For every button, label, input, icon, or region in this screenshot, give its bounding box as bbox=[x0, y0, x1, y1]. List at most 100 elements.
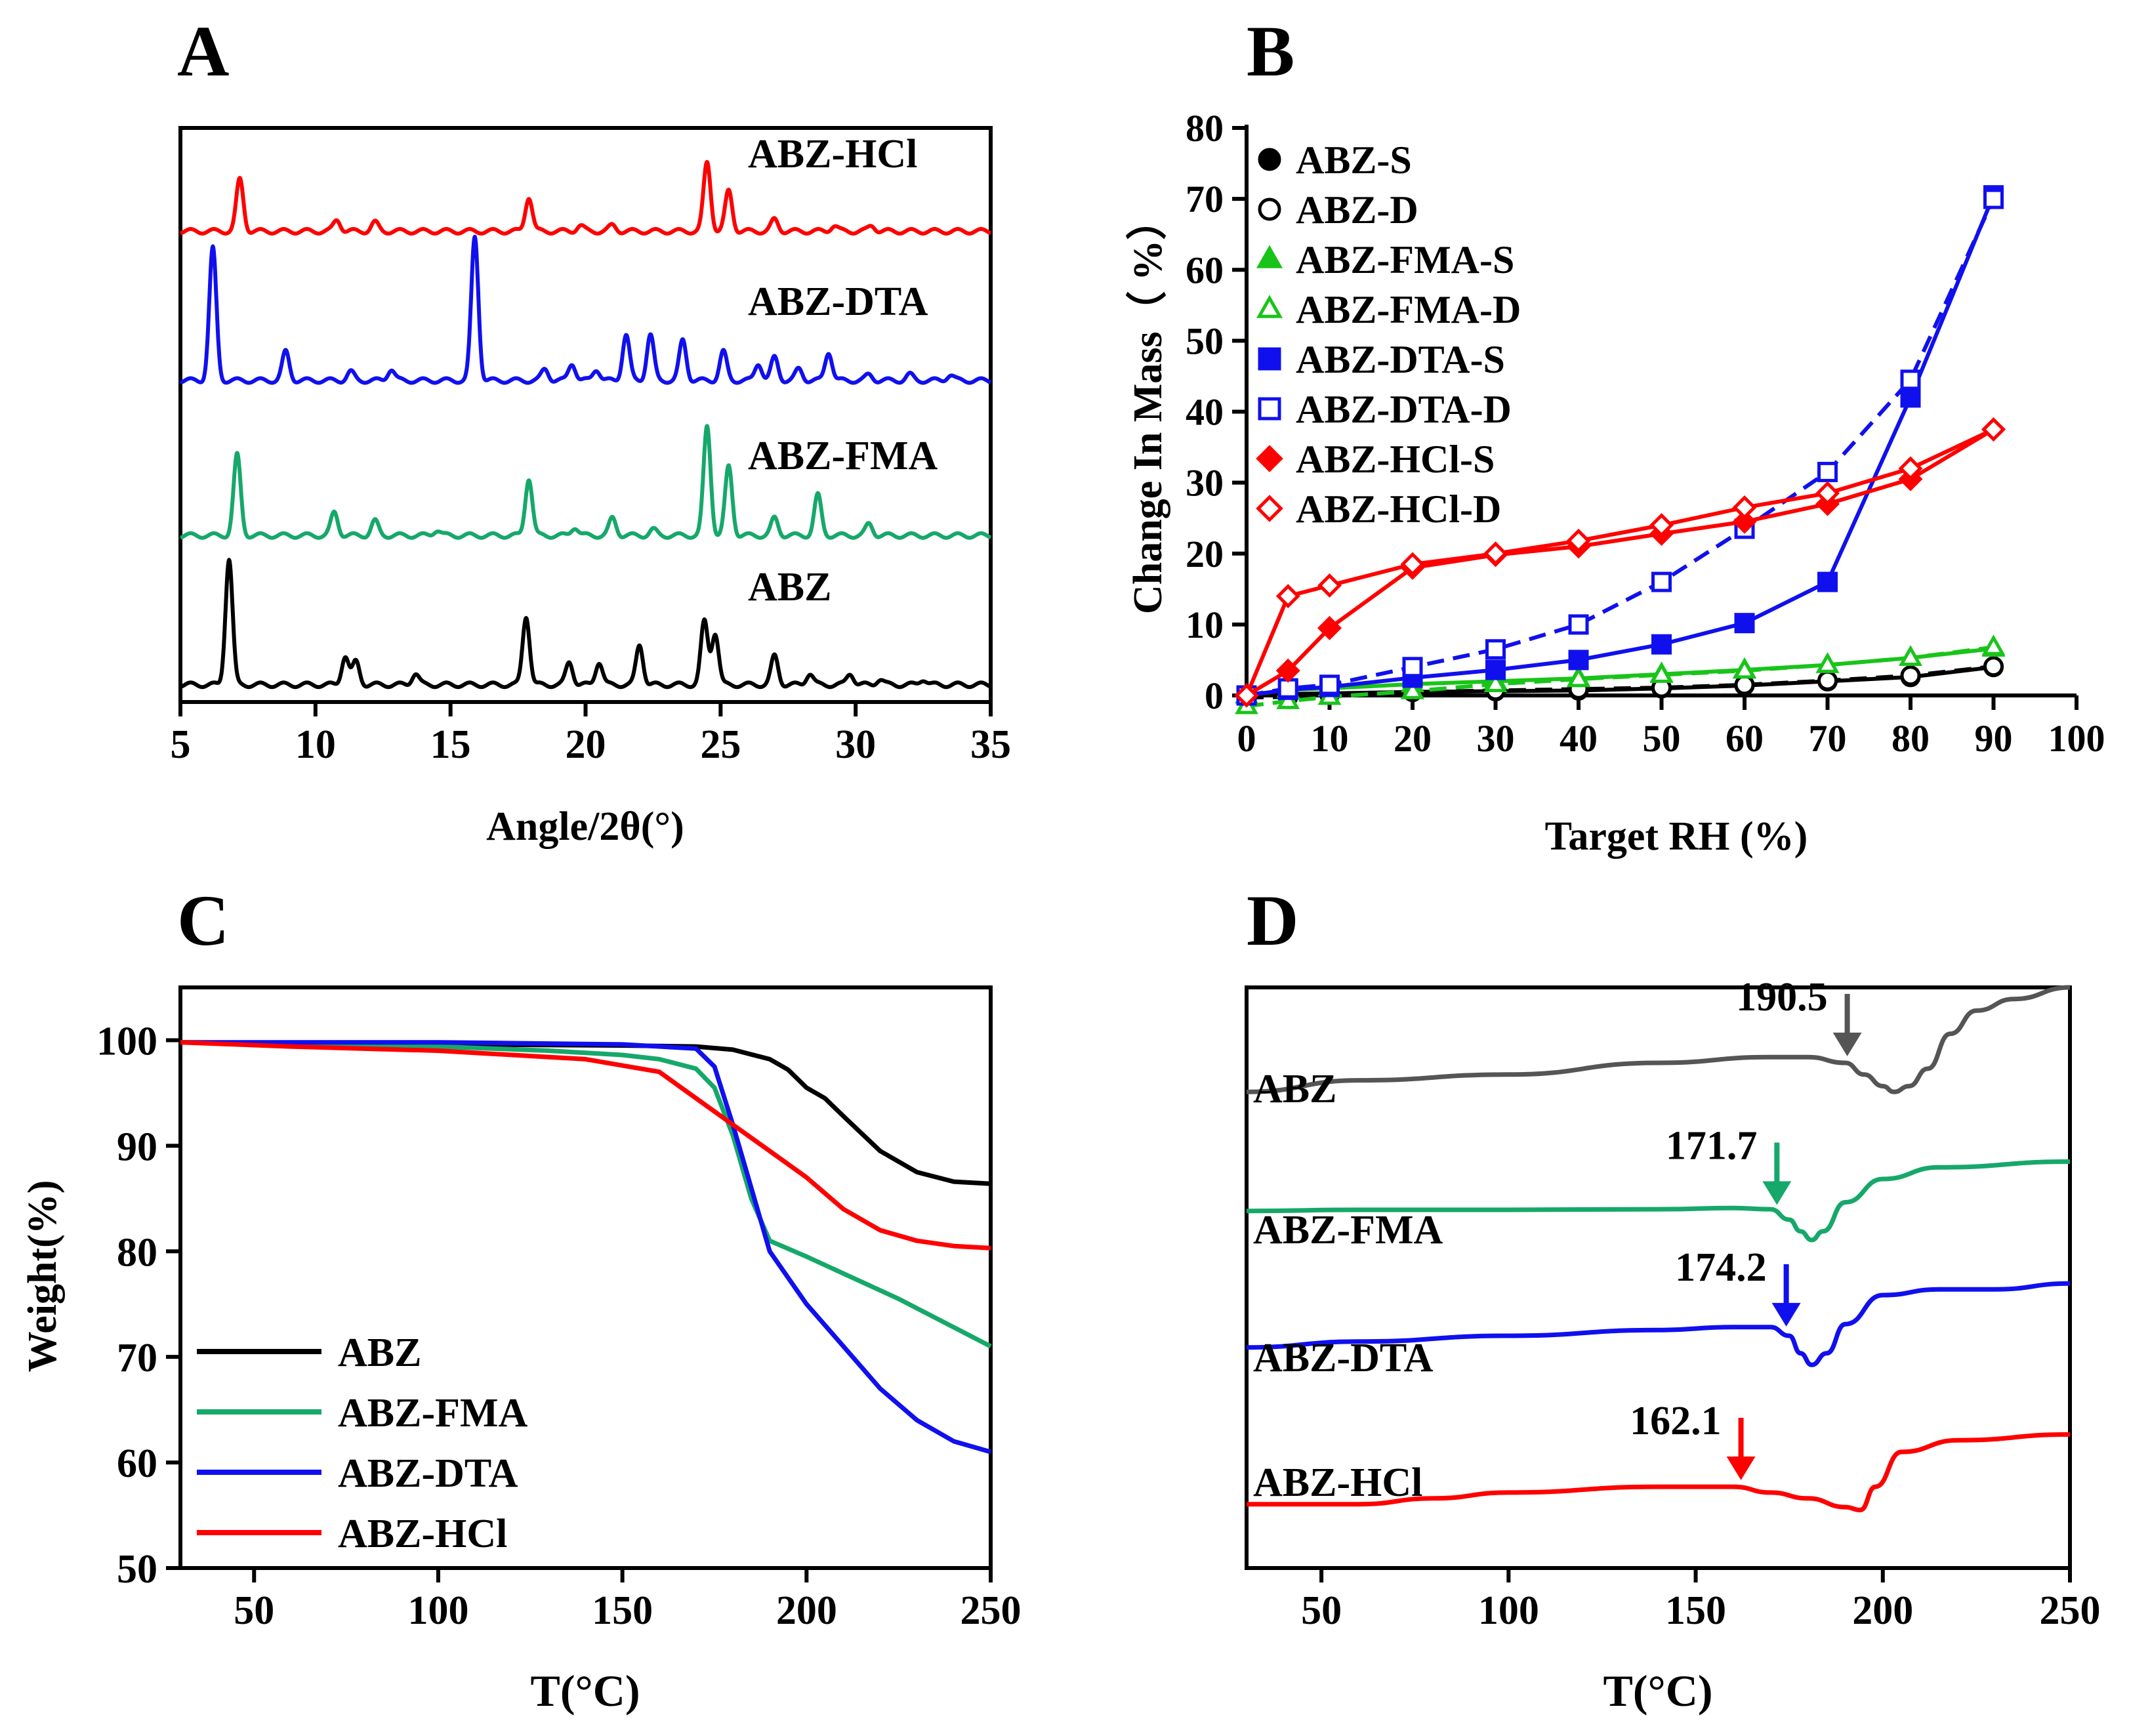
panel-d-label-hcl: ABZ-HCl bbox=[1253, 1460, 1422, 1505]
dvs-point-abz-dta-s bbox=[1734, 613, 1755, 634]
x-tick-label: 80 bbox=[1891, 717, 1930, 760]
legend-label-abz-fma: ABZ-FMA bbox=[338, 1391, 528, 1436]
legend-marker-abz-fma-d bbox=[1256, 295, 1283, 318]
dvs-point-abz-dta-d bbox=[1402, 657, 1423, 678]
legend-label-abz-dta-d: ABZ-DTA-D bbox=[1296, 388, 1512, 431]
dvs-point-abz-d bbox=[1734, 674, 1755, 695]
x-tick-label: 50 bbox=[1301, 1588, 1342, 1633]
y-tick-label: 60 bbox=[1186, 249, 1224, 291]
dsc-curve-abz-dta bbox=[1246, 1281, 2071, 1367]
tga-curve-abz-hcl bbox=[180, 1040, 991, 1250]
y-tick-label: 50 bbox=[117, 1547, 157, 1592]
dvs-point-abz-hcl-d bbox=[1317, 573, 1342, 598]
xrd-curve-abz-hcl bbox=[178, 159, 993, 236]
x-tick-label: 100 bbox=[1478, 1588, 1539, 1633]
dvs-point-abz-dta-d bbox=[1651, 571, 1672, 592]
legend-label-abz-hcl: ABZ-HCl bbox=[338, 1512, 507, 1556]
panel-d-x-axis-label: T(°C) bbox=[1603, 1666, 1713, 1716]
panel-c-x-axis-label: T(°C) bbox=[531, 1666, 640, 1716]
dvs-point-abz-fma-d bbox=[1483, 671, 1508, 692]
legend-marker-abz-dta-s bbox=[1258, 347, 1281, 371]
panel-letter-d: D bbox=[1247, 880, 1298, 961]
onset-arrow-head-abz-fma bbox=[1762, 1181, 1792, 1205]
dvs-line-abz-s bbox=[1246, 665, 1994, 697]
x-tick-label: 25 bbox=[700, 722, 741, 767]
x-tick-label: 200 bbox=[1852, 1588, 1913, 1633]
panel-a-label-abz: ABZ bbox=[748, 565, 831, 610]
panel-b-axes: 0 10 20 30 40 50 60 70 80 90 100 0 10 20 30 40 50 60 70 80 bbox=[1186, 107, 2105, 760]
panel-d-annotations: 190.5 171.7 174.2 162.1 bbox=[1630, 975, 1862, 1480]
y-tick-label: 30 bbox=[1186, 462, 1224, 505]
panel-a-label-hcl: ABZ-HCl bbox=[748, 132, 917, 176]
y-tick-label: 20 bbox=[1186, 533, 1224, 575]
dvs-point-abz-hcl-d bbox=[1483, 541, 1508, 566]
dvs-point-abz-dta-d bbox=[1485, 639, 1506, 660]
dvs-point-abz-dta-s bbox=[1651, 634, 1672, 655]
tga-curve-abz-fma bbox=[180, 1040, 992, 1349]
panel-letter-a: A bbox=[177, 11, 229, 91]
panel-b-dvs: 0 10 20 30 40 50 60 70 80 90 10001020304050607080 … bbox=[1125, 107, 2105, 859]
y-tick-label: 100 bbox=[96, 1019, 157, 1064]
xrd-curve-abz-fma bbox=[178, 424, 993, 540]
onset-arrow-head-abz-hcl bbox=[1726, 1456, 1756, 1480]
dvs-point-abz-dta-d bbox=[1900, 369, 1921, 390]
dvs-point-abz-hcl-d bbox=[1981, 417, 2006, 442]
dvs-point-abz-d bbox=[1817, 670, 1838, 691]
y-tick-label: 0 bbox=[1205, 674, 1224, 717]
legend-label-abz-d: ABZ-D bbox=[1296, 188, 1418, 232]
dvs-point-abz-fma-d bbox=[1733, 657, 1756, 679]
dvs-line-abz-fma-d bbox=[1246, 645, 1994, 709]
panel-a-x-axis-label: Angle/2θ(°) bbox=[486, 804, 684, 849]
x-tick-label: 30 bbox=[835, 722, 876, 767]
panel-c-ticks: 50 100 150 200 250 50 60 70 80 90 100 bbox=[96, 1019, 1022, 1633]
y-tick-label: 70 bbox=[1186, 178, 1224, 220]
panel-c-series bbox=[180, 1040, 992, 1455]
panel-letter-b: B bbox=[1247, 11, 1294, 91]
dvs-point-abz-dta-s bbox=[1817, 571, 1838, 592]
x-tick-label: 200 bbox=[776, 1588, 837, 1633]
tga-curve-abz-dta bbox=[180, 1040, 991, 1455]
x-tick-label: 20 bbox=[1394, 717, 1432, 760]
dvs-point-abz-hcl-d bbox=[1732, 495, 1757, 520]
y-tick-label: 50 bbox=[1186, 320, 1224, 362]
x-tick-label: 5 bbox=[171, 722, 191, 767]
panel-d-frame bbox=[1245, 985, 2072, 1570]
x-tick-label: 250 bbox=[961, 1588, 1022, 1633]
dvs-point-abz-hcl-d bbox=[1815, 481, 1840, 506]
x-tick-label: 0 bbox=[1237, 717, 1256, 760]
panel-a-label-dta: ABZ-DTA bbox=[748, 279, 928, 324]
panel-d-label-fma: ABZ-FMA bbox=[1253, 1208, 1443, 1252]
legend-marker-abz-hcl-d bbox=[1256, 495, 1283, 522]
tga-curve-abz bbox=[180, 1040, 991, 1186]
x-tick-label: 20 bbox=[566, 722, 606, 767]
x-tick-label: 50 bbox=[234, 1588, 274, 1633]
dvs-line-abz-d bbox=[1246, 664, 1994, 700]
dvs-point-abz-fma-d bbox=[1649, 662, 1674, 683]
x-tick-label: 10 bbox=[1311, 717, 1349, 760]
xrd-curve-abz bbox=[178, 558, 993, 690]
dsc-curve-abz bbox=[1246, 985, 2071, 1094]
x-tick-label: 70 bbox=[1809, 717, 1847, 760]
dvs-point-abz-dta-d bbox=[1983, 188, 2004, 209]
panel-b-x-axis-label: Target RH (%) bbox=[1545, 814, 1808, 859]
xrd-curve-abz-dta bbox=[178, 234, 993, 385]
legend-label-abz-s: ABZ-S bbox=[1296, 138, 1412, 182]
legend-label-abz-dta-s: ABZ-DTA-S bbox=[1296, 338, 1505, 381]
dsc-curve-abz-hcl bbox=[1247, 1432, 2071, 1513]
dvs-point-abz-d bbox=[1983, 656, 2004, 677]
legend-label-abz: ABZ bbox=[338, 1331, 421, 1375]
legend-marker-abz-hcl-s bbox=[1256, 445, 1283, 472]
legend-label-abz-dta: ABZ-DTA bbox=[338, 1451, 518, 1496]
dvs-point-abz-fma-d bbox=[1899, 645, 1922, 666]
onset-arrow-head-abz bbox=[1832, 1032, 1862, 1056]
x-tick-label: 50 bbox=[1643, 717, 1681, 760]
legend-label-abz-hcl-d: ABZ-HCl-D bbox=[1296, 487, 1501, 531]
dsc-curve-abz-fma bbox=[1246, 1159, 2071, 1243]
panel-b-y-axis-label: Change In Mass（ %） bbox=[1125, 199, 1170, 614]
panel-a-label-fma: ABZ-FMA bbox=[748, 434, 938, 478]
x-tick-label: 10 bbox=[295, 722, 336, 767]
dvs-point-abz-fma-d bbox=[1567, 666, 1590, 688]
x-tick-label: 150 bbox=[592, 1588, 653, 1633]
panel-d-label-dta: ABZ-DTA bbox=[1253, 1336, 1434, 1380]
